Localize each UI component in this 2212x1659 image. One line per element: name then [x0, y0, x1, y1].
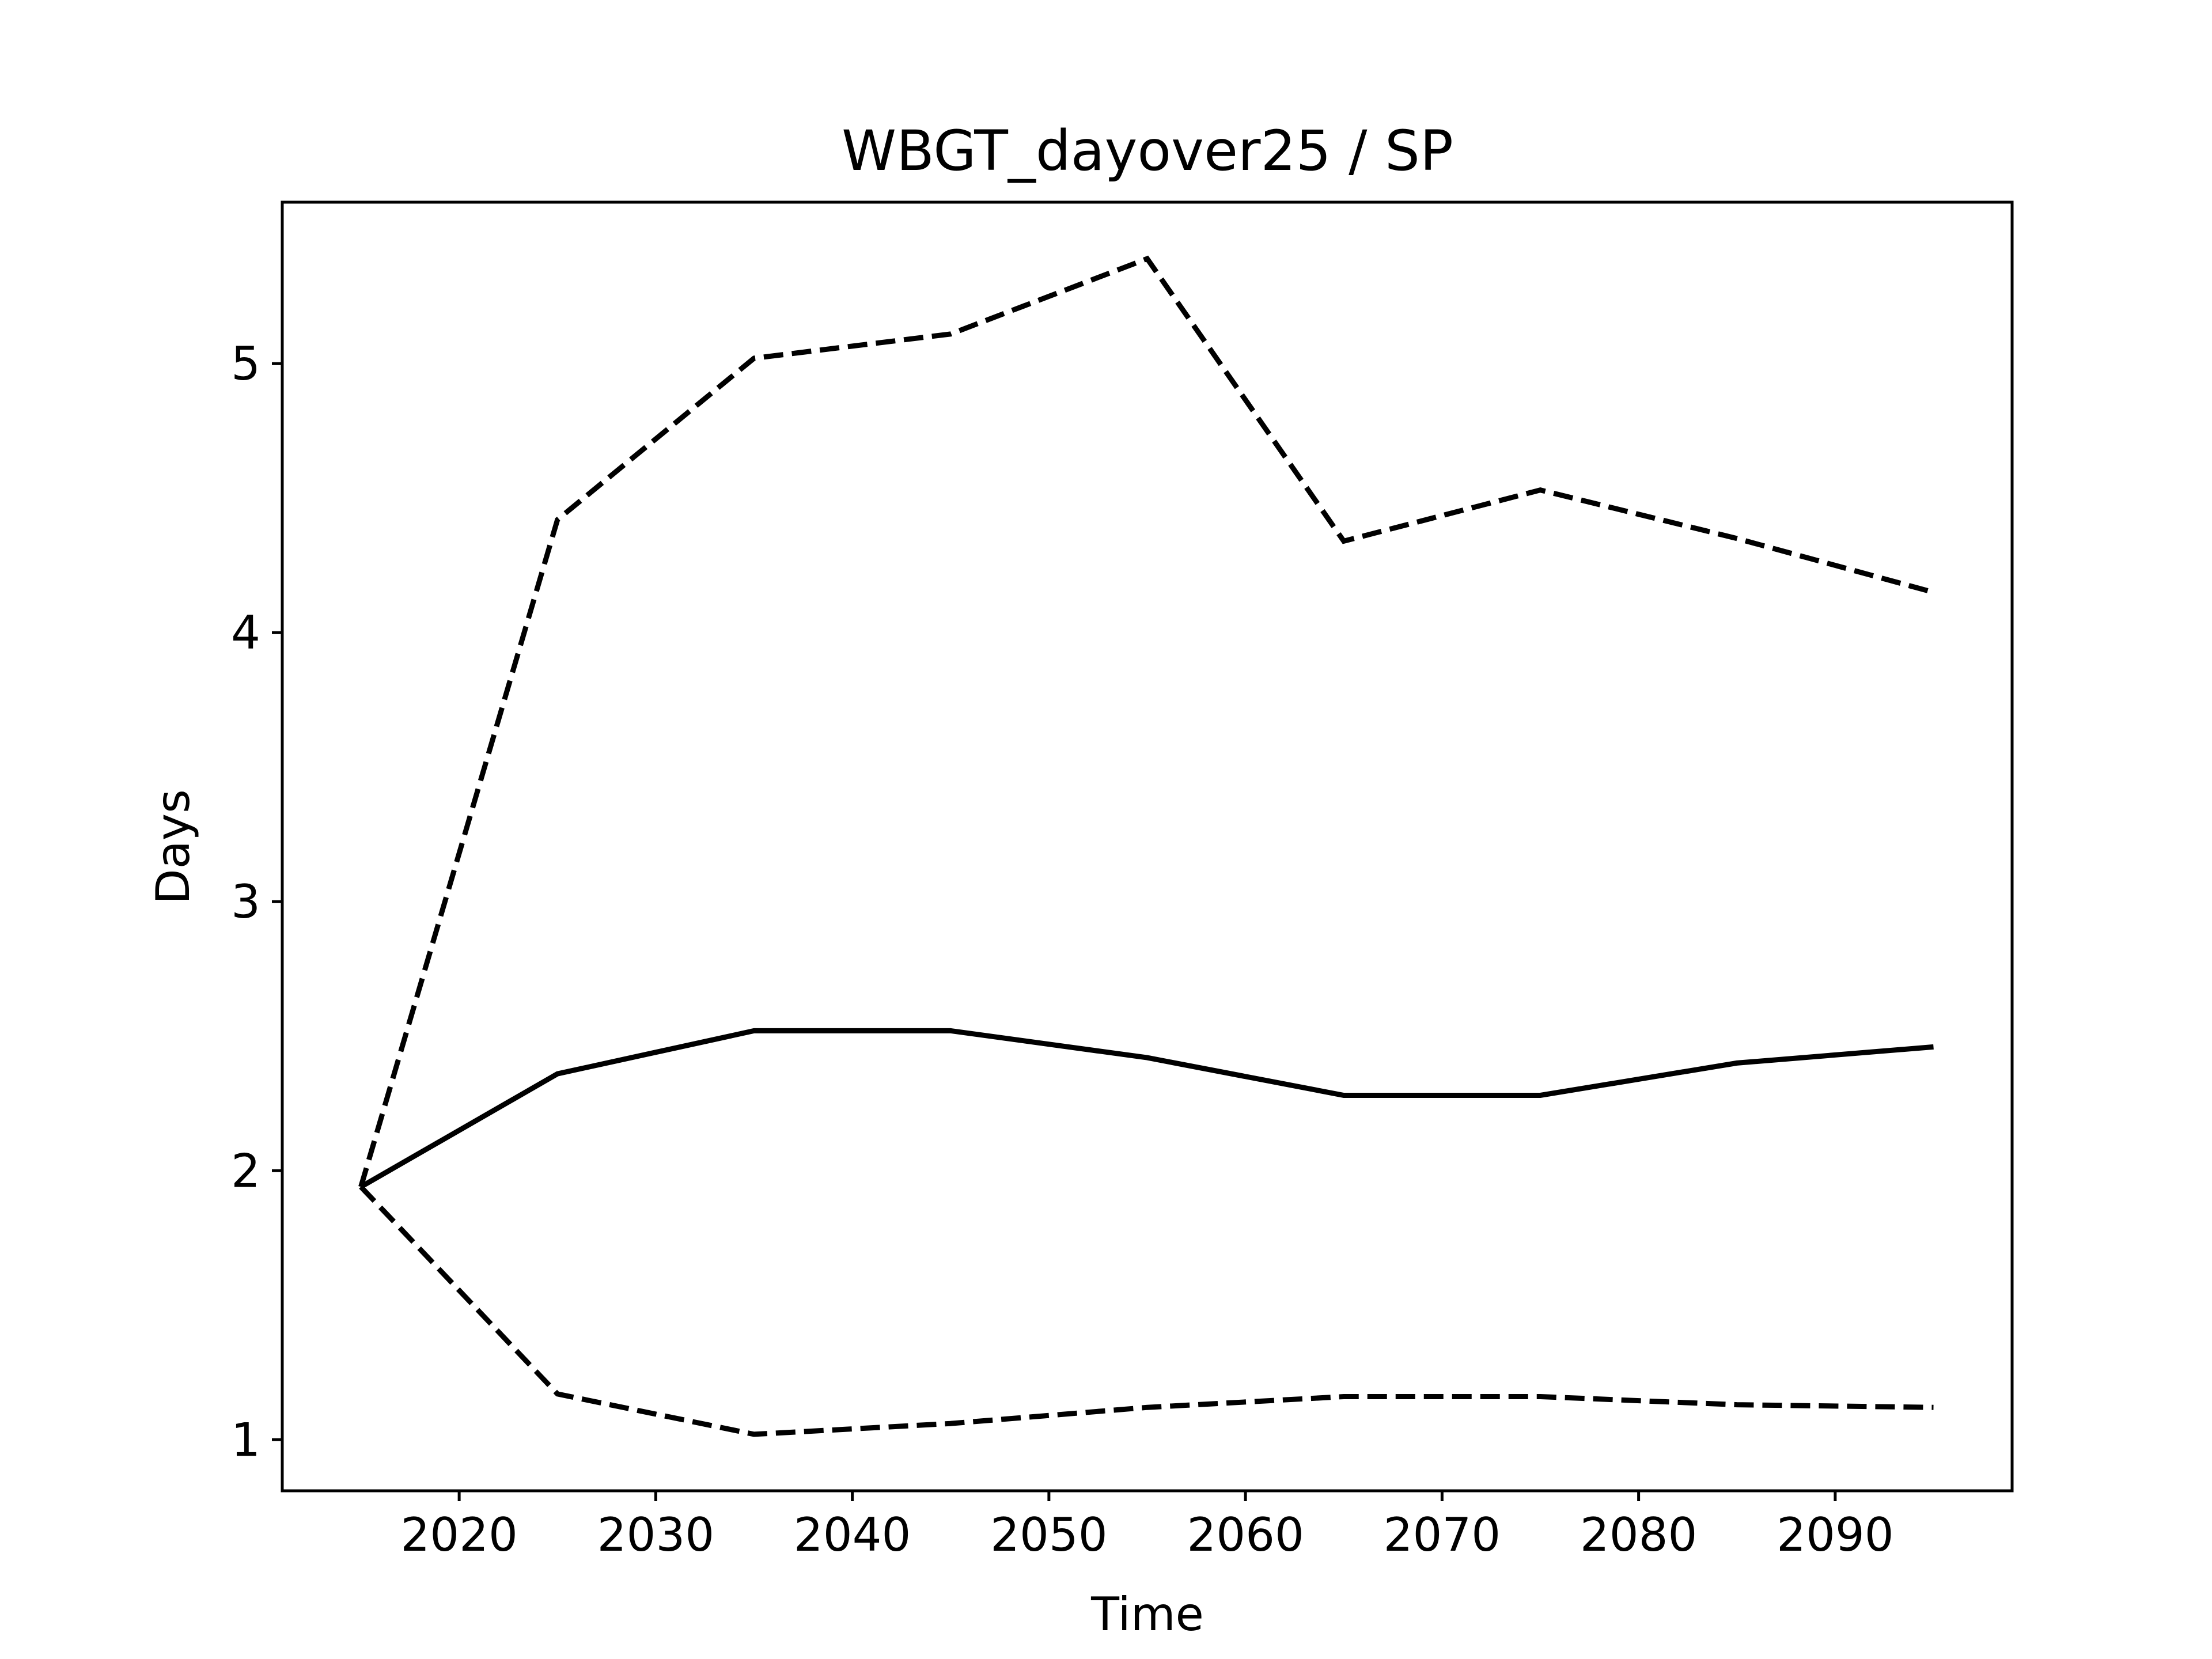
x-tick-label: 2070 — [1384, 1508, 1501, 1562]
x-tick-label: 2030 — [597, 1508, 715, 1562]
x-tick-label: 2050 — [990, 1508, 1108, 1562]
x-axis: 2020 2030 2040 2050 2060 2070 2080 2090 — [400, 1491, 1894, 1562]
y-tick-label: 3 — [231, 875, 260, 929]
series-line-2 — [358, 255, 1934, 1188]
x-tick-label: 2090 — [1777, 1508, 1894, 1562]
series-line-3 — [359, 1185, 1934, 1437]
plot-frame — [281, 200, 2014, 1493]
chart-title: WBGT_dayover25 / SP — [842, 119, 1453, 183]
series-line-1 — [359, 1028, 1934, 1190]
x-tick-label: 2080 — [1580, 1508, 1698, 1562]
y-tick-label: 5 — [231, 337, 260, 391]
plot-series — [358, 255, 1934, 1437]
y-axis: 1 2 3 4 5 — [231, 337, 282, 1467]
x-tick-label: 2020 — [400, 1508, 518, 1562]
y-axis-label: Days — [146, 789, 200, 904]
x-tick-label: 2040 — [794, 1508, 911, 1562]
x-tick-label: 2060 — [1187, 1508, 1304, 1562]
y-tick-label: 2 — [231, 1144, 260, 1198]
y-tick-label: 1 — [231, 1413, 260, 1467]
y-tick-label: 4 — [231, 606, 260, 660]
x-axis-label: Time — [1090, 1588, 1204, 1641]
